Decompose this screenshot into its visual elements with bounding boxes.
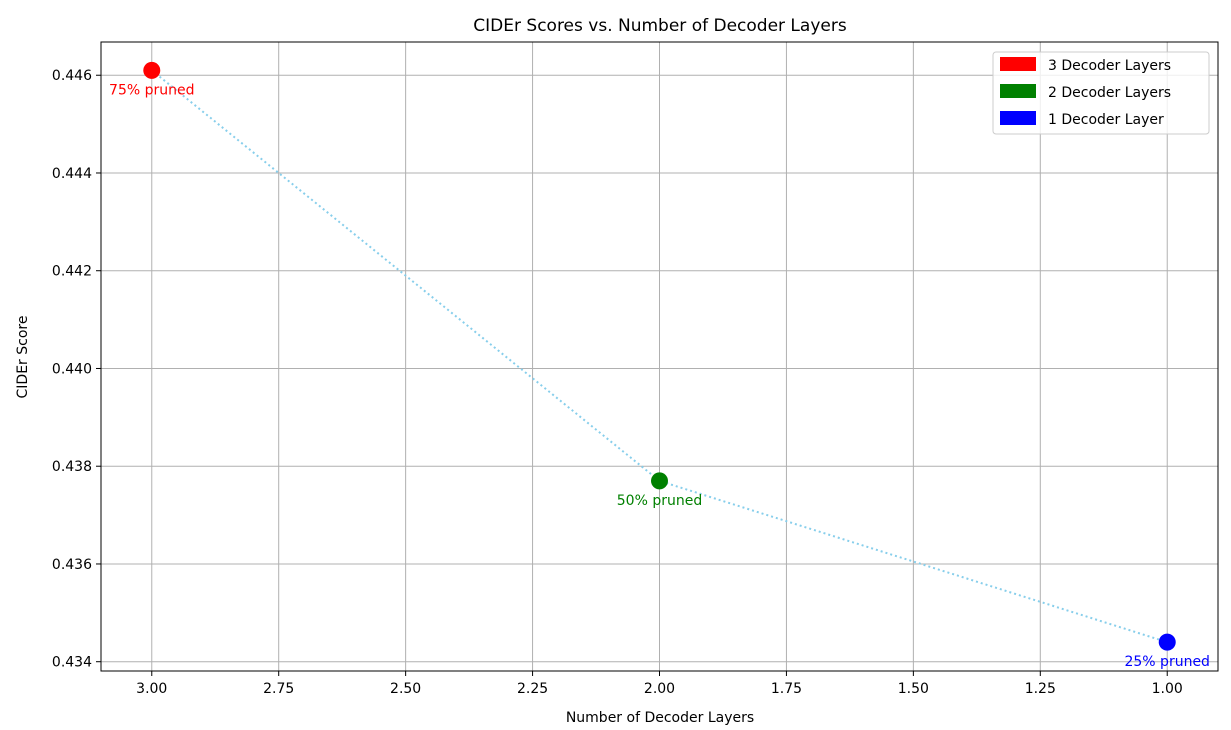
- data-label: 50% pruned: [617, 493, 702, 509]
- legend-swatch: [1000, 111, 1036, 125]
- x-tick-label: 2.25: [517, 681, 548, 697]
- legend-label: 3 Decoder Layers: [1048, 58, 1171, 74]
- y-tick-label: 0.440: [52, 361, 92, 377]
- x-tick-label: 1.75: [771, 681, 802, 697]
- x-tick-label: 3.00: [136, 681, 167, 697]
- x-tick-label: 2.00: [644, 681, 675, 697]
- chart-title: CIDEr Scores vs. Number of Decoder Layer…: [473, 16, 847, 36]
- data-labels: 75% pruned 50% pruned 25% pruned: [109, 82, 1210, 670]
- x-tick-label: 1.25: [1025, 681, 1056, 697]
- data-label: 25% pruned: [1124, 654, 1209, 670]
- grid: [101, 42, 1218, 671]
- y-tick-label: 0.434: [52, 655, 92, 671]
- y-tick-label: 0.438: [52, 459, 92, 475]
- legend: 3 Decoder Layers 2 Decoder Layers 1 Decode…: [992, 51, 1210, 135]
- data-point: [651, 472, 668, 490]
- x-axis-ticks: 3.00 2.75 2.50 2.25 2.00 1.75 1.50 1.25 1.00: [136, 671, 1183, 697]
- legend-swatch: [1000, 57, 1036, 71]
- data-label: 75% pruned: [109, 82, 194, 98]
- x-tick-label: 1.00: [1152, 681, 1183, 697]
- y-tick-label: 0.444: [52, 166, 92, 182]
- legend-label: 2 Decoder Layers: [1048, 85, 1171, 101]
- y-tick-label: 0.436: [52, 557, 92, 573]
- y-axis-title: CIDEr Score: [15, 316, 31, 399]
- legend-box: [992, 51, 1210, 135]
- x-axis-title: Number of Decoder Layers: [566, 710, 754, 726]
- x-tick-label: 1.50: [898, 681, 929, 697]
- y-axis-ticks: 0.434 0.436 0.438 0.440 0.442 0.444 0.446: [52, 68, 101, 671]
- data-points: [143, 61, 1176, 651]
- legend-label: 1 Decoder Layer: [1048, 112, 1164, 128]
- legend-swatch: [1000, 84, 1036, 98]
- x-tick-label: 2.75: [263, 681, 294, 697]
- y-tick-label: 0.442: [52, 264, 92, 280]
- data-point: [1158, 633, 1176, 651]
- x-tick-label: 2.50: [390, 681, 421, 697]
- y-tick-label: 0.446: [52, 68, 92, 84]
- data-point: [143, 61, 161, 79]
